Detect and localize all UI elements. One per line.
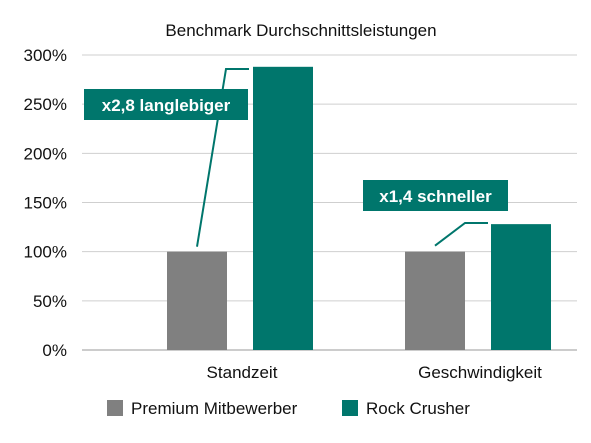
bar — [253, 66, 313, 351]
y-tick-label: 150% — [24, 194, 67, 213]
bar — [491, 224, 551, 350]
x-category-label: Geschwindigkeit — [418, 363, 542, 382]
y-tick-label: 250% — [24, 95, 67, 114]
legend-label: Premium Mitbewerber — [131, 399, 298, 418]
y-tick-label: 50% — [33, 292, 67, 311]
annotation-leader-line — [434, 222, 488, 247]
annotation-label: x2,8 langlebiger — [102, 96, 231, 115]
y-tick-label: 300% — [24, 46, 67, 65]
bars — [167, 66, 551, 351]
bar — [167, 251, 227, 350]
x-category-label: Standzeit — [207, 363, 278, 382]
chart-title: Benchmark Durchschnittsleistungen — [165, 21, 436, 40]
annotation-box — [363, 180, 508, 211]
x-axis-category-labels: Standzeit Geschwindigkeit — [207, 363, 543, 382]
y-tick-label: 0% — [42, 341, 67, 360]
y-tick-label: 200% — [24, 144, 67, 163]
legend-label: Rock Crusher — [366, 399, 470, 418]
legend-swatch — [342, 400, 358, 416]
annotations: x2,8 langlebiger x1,4 schneller — [84, 68, 508, 247]
legend: Premium Mitbewerber Rock Crusher — [107, 399, 470, 418]
bar — [405, 251, 465, 350]
annotation-leader-line — [196, 68, 249, 247]
annotation-box — [84, 89, 248, 120]
annotation-label: x1,4 schneller — [379, 187, 492, 206]
y-tick-label: 100% — [24, 243, 67, 262]
y-axis-tick-labels: 0% 50% 100% 150% 200% 250% 300% — [24, 46, 67, 360]
legend-swatch — [107, 400, 123, 416]
